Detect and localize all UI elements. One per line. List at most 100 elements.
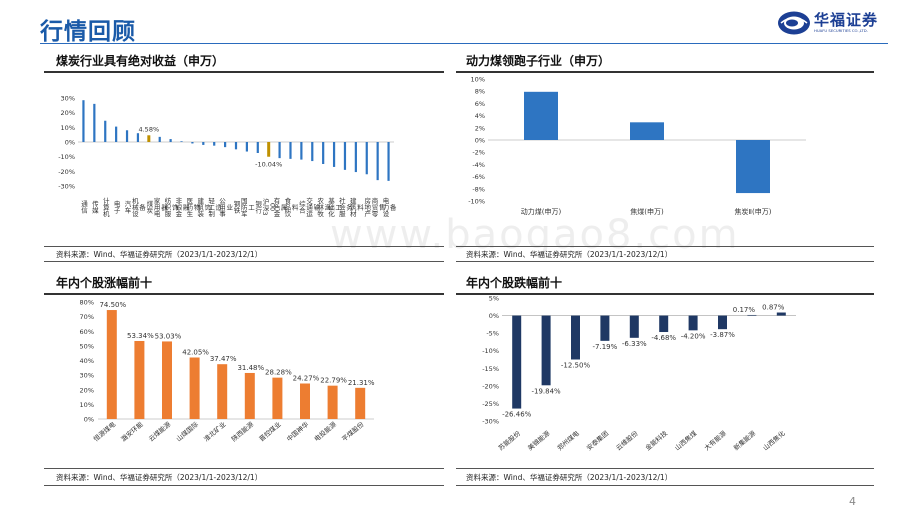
bar bbox=[115, 126, 118, 142]
y-tick-label: -10% bbox=[468, 198, 485, 206]
bar bbox=[541, 315, 551, 386]
y-tick-label: 10% bbox=[61, 124, 75, 132]
x-tick-label: 综合 bbox=[297, 199, 305, 215]
x-tick-label: 业 bbox=[225, 202, 233, 210]
page-title: 行情回顾 bbox=[40, 19, 136, 45]
bar bbox=[365, 142, 368, 175]
bar bbox=[354, 142, 357, 173]
industry-bottom-rule bbox=[44, 261, 444, 262]
data-label: -19.84% bbox=[531, 387, 561, 395]
x-tick-label: 工 bbox=[246, 204, 254, 211]
data-label: -26.46% bbox=[502, 411, 532, 419]
x-tick-label: 大有能源 bbox=[702, 428, 728, 452]
x-tick-label: 山煤国际 bbox=[174, 419, 200, 443]
subindustry-bottom-rule bbox=[456, 261, 874, 262]
y-tick-label: 10% bbox=[471, 76, 485, 84]
x-tick-label: 云煤能源 bbox=[147, 419, 173, 443]
bar bbox=[169, 139, 172, 142]
y-tick-label: 20% bbox=[80, 386, 94, 394]
y-tick-label: -4% bbox=[472, 161, 485, 169]
y-tick-label: -15% bbox=[482, 365, 499, 373]
x-tick-label: 公用事 bbox=[218, 197, 226, 217]
y-tick-label: -2% bbox=[472, 149, 485, 157]
losers-source-note: 资料来源：Wind、华福证券研究所（2023/1/1-2023/12/1） bbox=[466, 473, 673, 482]
y-tick-label: 2% bbox=[475, 124, 485, 132]
y-tick-label: 50% bbox=[80, 342, 94, 350]
bar bbox=[600, 315, 610, 341]
logo-english-name: HUAFU SECURITIES CO.,LTD. bbox=[814, 28, 868, 33]
watermark: www.baogao8.com bbox=[330, 212, 740, 258]
x-tick-label: 饰 bbox=[203, 202, 211, 211]
page-number: 4 bbox=[849, 495, 856, 508]
bar bbox=[267, 142, 271, 157]
y-tick-label: 0% bbox=[475, 137, 485, 145]
y-tick-label: 40% bbox=[80, 357, 94, 365]
data-label: -12.50% bbox=[561, 362, 591, 370]
data-label: 31.48% bbox=[237, 364, 264, 372]
x-tick-label: 医药生 bbox=[185, 197, 193, 217]
bar bbox=[224, 142, 227, 148]
x-tick-label: 焦炭Ⅱ(申万) bbox=[735, 207, 772, 216]
x-tick-label: 恒源煤电 bbox=[91, 419, 117, 443]
bar bbox=[776, 312, 786, 316]
bar bbox=[332, 142, 336, 167]
y-tick-label: -8% bbox=[472, 185, 485, 193]
x-tick-label: 有色金 bbox=[272, 196, 280, 217]
bar bbox=[82, 100, 85, 142]
x-tick-label: 平煤股份 bbox=[340, 419, 366, 443]
y-tick-label: 6% bbox=[475, 100, 485, 108]
subindustry-source-note: 资料来源：Wind、华福证券研究所（2023/1/1-2023/12/1） bbox=[466, 250, 673, 259]
bar bbox=[512, 315, 522, 409]
bar bbox=[718, 315, 727, 330]
x-tick-label: 饰 bbox=[170, 202, 178, 211]
bar bbox=[736, 140, 770, 194]
bar bbox=[136, 133, 140, 142]
bar bbox=[747, 314, 757, 316]
x-tick-label: 晋控煤业 bbox=[257, 419, 283, 443]
bar bbox=[104, 120, 107, 142]
x-tick-label: 淮北矿业 bbox=[202, 419, 228, 443]
x-tick-label: 美锦能源 bbox=[526, 428, 552, 452]
x-tick-label: 轻工制 bbox=[207, 196, 215, 218]
data-label: 4.58% bbox=[138, 125, 159, 133]
y-tick-label: -20% bbox=[58, 168, 75, 176]
data-label: 21.31% bbox=[348, 379, 375, 387]
x-tick-label: 电力设 bbox=[381, 196, 389, 218]
bar bbox=[327, 385, 338, 419]
company-logo: 华福证券 HUAFU SECURITIES CO.,LTD. bbox=[777, 8, 893, 38]
bar bbox=[343, 142, 347, 170]
bar bbox=[289, 142, 292, 159]
data-label: -6.33% bbox=[622, 340, 647, 348]
x-tick-label: 机械设 bbox=[130, 196, 138, 218]
bar bbox=[688, 315, 698, 331]
bar bbox=[571, 315, 580, 360]
header-divider bbox=[40, 43, 888, 44]
subindustry-source-rule bbox=[456, 246, 874, 247]
y-tick-label: 0% bbox=[84, 416, 94, 424]
x-tick-label: 家用电 bbox=[152, 196, 160, 217]
data-label: 74.50% bbox=[99, 301, 126, 309]
industry-panel-rule bbox=[44, 71, 444, 73]
x-tick-label: 房地产 bbox=[363, 196, 371, 218]
x-tick-label: 交通运 bbox=[305, 196, 313, 218]
losers-panel-title: 年内个股跌幅前十 bbox=[466, 276, 563, 290]
bar bbox=[147, 135, 151, 142]
industry-returns-chart: 30%20%10%0%-10%-20%-30%通信 传媒 计算机 电子 汽车 机械设备煤炭… bbox=[58, 95, 396, 218]
y-tick-label: 60% bbox=[80, 328, 94, 336]
y-tick-label: 0% bbox=[65, 139, 75, 147]
x-tick-label: 沪深3 bbox=[261, 197, 269, 215]
bar bbox=[189, 357, 200, 419]
y-tick-label: -6% bbox=[472, 173, 485, 181]
bar bbox=[659, 315, 669, 333]
bar bbox=[629, 315, 639, 338]
y-tick-label: 30% bbox=[80, 372, 94, 380]
x-tick-label: 传媒 bbox=[90, 199, 98, 215]
bar bbox=[162, 341, 172, 419]
bar bbox=[213, 142, 216, 146]
x-tick-label: 纺织服 bbox=[163, 196, 171, 218]
data-label: 53.03% bbox=[155, 332, 182, 340]
x-tick-label: 国防军 bbox=[239, 197, 247, 218]
y-tick-label: 8% bbox=[475, 88, 485, 96]
x-tick-label: 渔 bbox=[323, 202, 331, 211]
x-tick-label: 焦煤(申万) bbox=[630, 207, 664, 216]
